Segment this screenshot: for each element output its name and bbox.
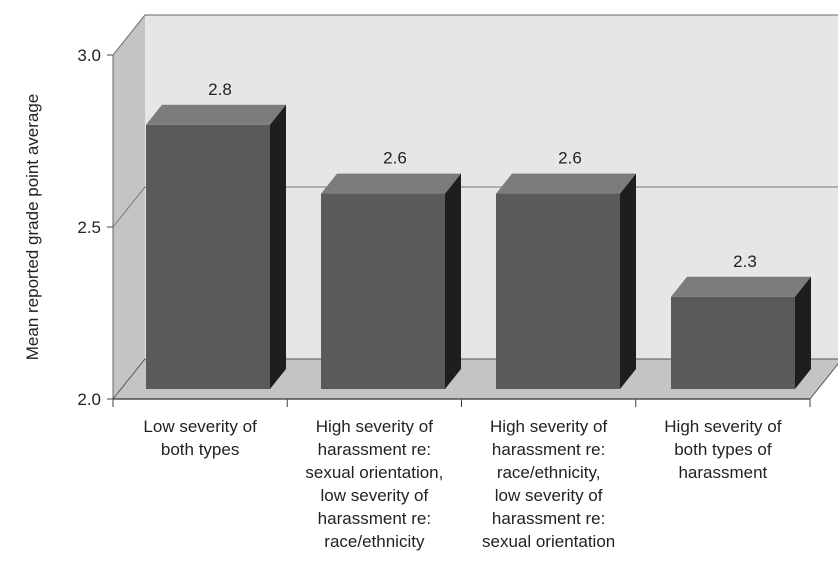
bar-front	[671, 296, 795, 389]
bar-side	[795, 276, 811, 389]
y-axis-label: Mean reported grade point average	[23, 94, 42, 361]
bar	[496, 173, 636, 389]
bar-front	[321, 193, 445, 389]
bar-top	[671, 276, 811, 297]
bar-side	[620, 173, 636, 389]
category-label: High severity of both types of harassment	[664, 417, 781, 482]
category-label: High severity of harassment re: sexual ori…	[305, 417, 443, 551]
bar-top	[146, 104, 286, 125]
bar	[671, 276, 811, 389]
data-label: 2.6	[558, 149, 582, 168]
category-label-line: High severity of	[490, 417, 607, 436]
data-label: 2.6	[383, 149, 407, 168]
floor	[113, 359, 838, 399]
category-label-line: sexual orientation,	[305, 463, 443, 482]
category-label-line: both types of	[674, 440, 772, 459]
bar-top	[321, 173, 461, 194]
labels: 2.0 2.5 3.0 Mean reported grade point avera…	[23, 46, 782, 551]
category-label: Low severity of both types	[143, 417, 257, 459]
data-label: 2.8	[208, 80, 232, 99]
bar	[146, 104, 286, 390]
category-label-line: low severity of	[321, 486, 429, 505]
category-label-line: low severity of	[495, 486, 603, 505]
category-label-line: High severity of	[316, 417, 433, 436]
category-label-line: High severity of	[664, 417, 781, 436]
category-label-line: harassment re:	[318, 509, 431, 528]
bar-side	[445, 173, 461, 389]
category-label-line: sexual orientation	[482, 532, 615, 551]
category-label: High severity of harassment re: race/ethni…	[482, 417, 615, 551]
category-label-line: harassment re:	[318, 440, 431, 459]
y-tick-label: 2.5	[77, 218, 101, 237]
category-label-line: race/ethnicity,	[497, 463, 601, 482]
bars	[146, 104, 811, 390]
category-label-line: harassment re:	[492, 509, 605, 528]
floor-right-edge	[809, 363, 838, 400]
category-label-line: both types	[161, 440, 239, 459]
bar-side	[270, 104, 286, 390]
bar-front	[146, 124, 270, 390]
category-label-line: race/ethnicity	[324, 532, 425, 551]
category-label-line: harassment re:	[492, 440, 605, 459]
y-tick-label: 3.0	[77, 46, 101, 65]
category-label-line: harassment	[678, 463, 767, 482]
data-label: 2.3	[733, 252, 757, 271]
bar-top	[496, 173, 636, 194]
category-label-line: Low severity of	[143, 417, 257, 436]
bar-front	[496, 193, 620, 389]
bar	[321, 173, 461, 389]
y-tick-label: 2.0	[77, 390, 101, 409]
